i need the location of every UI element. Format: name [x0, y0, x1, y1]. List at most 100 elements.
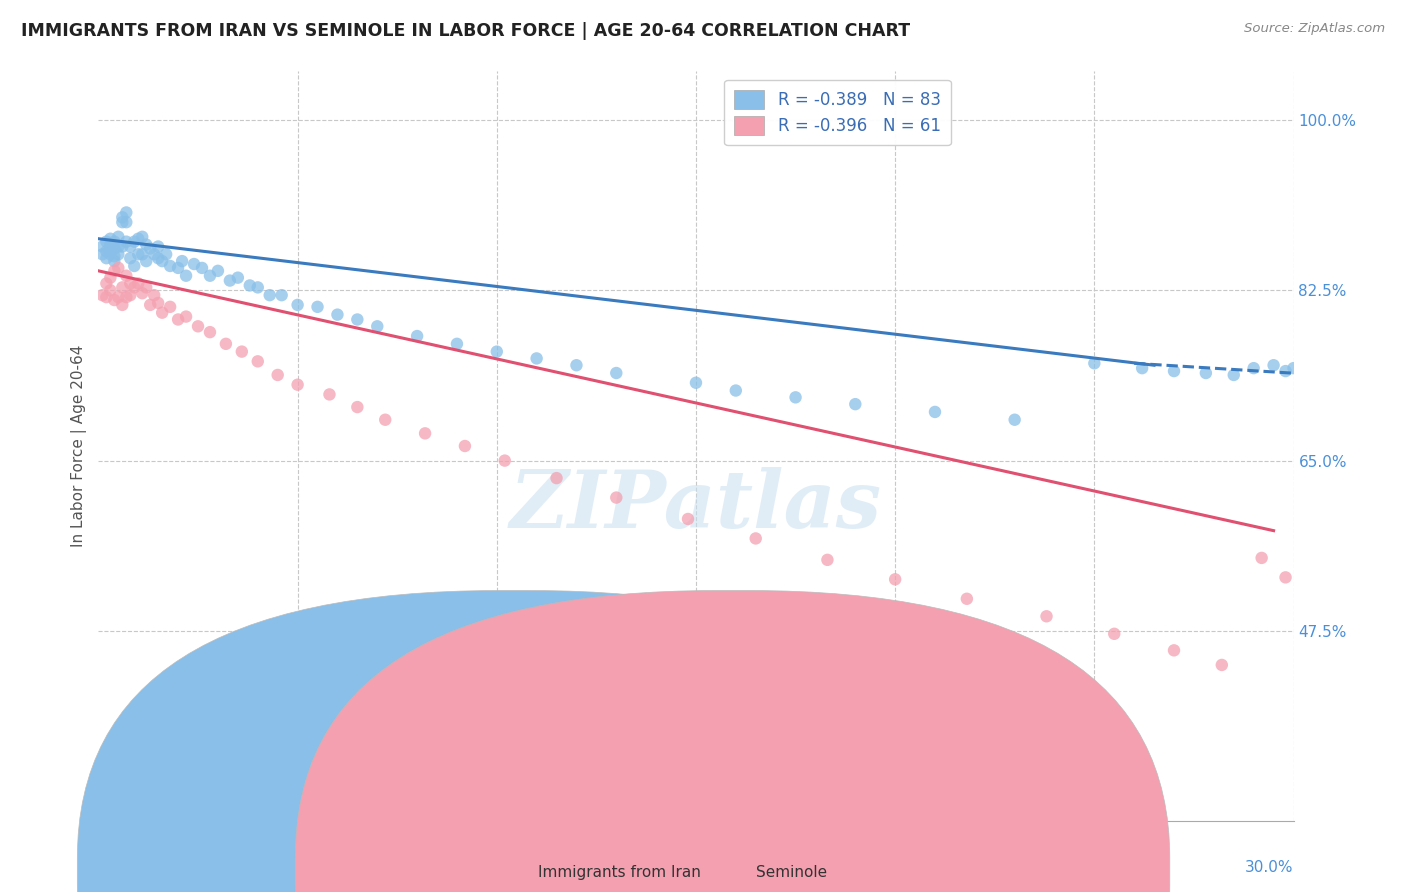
Point — [115, 205, 138, 219]
Point — [1223, 368, 1246, 382]
Point — [131, 229, 153, 244]
Point — [135, 254, 157, 268]
Point — [159, 259, 181, 273]
Point — [127, 277, 149, 291]
Point — [127, 232, 149, 246]
Text: IMMIGRANTS FROM IRAN VS SEMINOLE IN LABOR FORCE | AGE 20-64 CORRELATION CHART: IMMIGRANTS FROM IRAN VS SEMINOLE IN LABO… — [21, 22, 910, 40]
Point — [215, 336, 238, 351]
Point — [135, 280, 157, 294]
Point — [685, 376, 707, 390]
Point — [98, 270, 122, 285]
Text: Immigrants from Iran: Immigrants from Iran — [538, 865, 702, 880]
Point — [98, 283, 122, 297]
Point — [724, 384, 747, 398]
Point — [96, 235, 118, 249]
Point — [91, 239, 114, 253]
Point — [676, 512, 699, 526]
Point — [1243, 361, 1265, 376]
Point — [172, 254, 194, 268]
Point — [1250, 550, 1272, 565]
Point — [198, 268, 221, 283]
Point — [98, 243, 122, 257]
Text: Seminole: Seminole — [756, 865, 828, 880]
Point — [103, 264, 125, 278]
Point — [287, 298, 309, 312]
Point — [924, 405, 946, 419]
Point — [103, 254, 125, 268]
Point — [413, 426, 436, 441]
Point — [159, 300, 181, 314]
Point — [267, 368, 290, 382]
Point — [1362, 687, 1385, 701]
Point — [198, 325, 221, 339]
Point — [139, 298, 162, 312]
Point — [307, 300, 329, 314]
Point — [1322, 368, 1344, 382]
Point — [111, 280, 134, 294]
Point — [207, 264, 229, 278]
Point — [103, 249, 125, 263]
Point — [143, 247, 166, 261]
Point — [187, 319, 209, 334]
Point — [111, 239, 134, 253]
Point — [148, 296, 170, 310]
Point — [131, 286, 153, 301]
Point — [565, 358, 588, 372]
Point — [96, 244, 118, 259]
Legend: R = -0.389   N = 83, R = -0.396   N = 61: R = -0.389 N = 83, R = -0.396 N = 61 — [724, 79, 950, 145]
Point — [124, 280, 146, 294]
Point — [127, 247, 149, 261]
Point — [1343, 633, 1365, 648]
Point — [1330, 364, 1353, 378]
Point — [120, 251, 142, 265]
Point — [98, 232, 122, 246]
Point — [494, 453, 516, 467]
Point — [1130, 361, 1153, 376]
Point — [1163, 364, 1185, 378]
Point — [346, 400, 368, 414]
Point — [1263, 358, 1285, 372]
Point — [103, 242, 125, 256]
Point — [956, 591, 979, 606]
Point — [1306, 366, 1329, 380]
Point — [785, 390, 807, 404]
Point — [1295, 364, 1317, 378]
Point — [318, 387, 340, 401]
Point — [120, 239, 142, 253]
Point — [115, 215, 138, 229]
Point — [135, 237, 157, 252]
Point — [91, 247, 114, 261]
Point — [1291, 595, 1313, 609]
Point — [259, 288, 281, 302]
Point — [148, 251, 170, 265]
Point — [150, 254, 173, 268]
Point — [815, 553, 838, 567]
Point — [120, 277, 142, 291]
Point — [1315, 621, 1337, 635]
Point — [115, 268, 138, 283]
Point — [167, 312, 190, 326]
Point — [406, 329, 429, 343]
Point — [1163, 643, 1185, 657]
Point — [1004, 413, 1026, 427]
Point — [103, 235, 125, 249]
Point — [1035, 609, 1057, 624]
Point — [155, 247, 177, 261]
Point — [148, 239, 170, 253]
Point — [120, 288, 142, 302]
Point — [1382, 702, 1405, 716]
Point — [1274, 570, 1296, 584]
Point — [107, 290, 129, 304]
Point — [115, 290, 138, 304]
Point — [1104, 627, 1126, 641]
Point — [1343, 366, 1365, 380]
Point — [111, 211, 134, 225]
Point — [454, 439, 477, 453]
Point — [219, 274, 242, 288]
Point — [167, 260, 190, 275]
Point — [191, 260, 214, 275]
Point — [526, 351, 548, 366]
Point — [107, 260, 129, 275]
Point — [1195, 366, 1218, 380]
Point — [111, 298, 134, 312]
